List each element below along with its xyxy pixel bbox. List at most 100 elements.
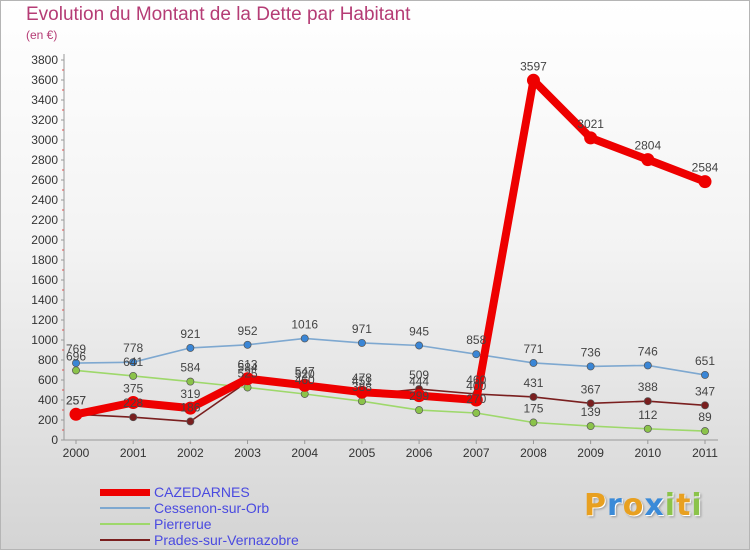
data-point-cessenon-sur-orb [529,358,538,367]
series-line-cazedarnes [72,76,709,419]
data-point-cazedarnes [241,372,255,386]
y-tick-label: 1400 [31,293,58,307]
data-point-prades-sur-vernazobre [129,413,138,422]
data-point-cazedarnes [698,175,712,189]
data-point-cazedarnes [183,401,197,415]
data-label-prades-sur-vernazobre: 520 [295,367,315,381]
data-point-cazedarnes [126,396,140,409]
data-label-pierrerue: 525 [238,367,258,381]
data-point-cazedarnes [355,385,369,399]
legend-label: Pierrerue [154,516,212,532]
y-tick-label: 1800 [31,253,58,267]
legend-item-pierrerue: Pierrerue [100,516,299,532]
data-point-cessenon-sur-orb [415,341,424,350]
x-tick-label: 2002 [177,446,204,460]
data-label-cazedarnes: 2804 [634,139,661,153]
data-point-pierrerue [701,427,709,436]
data-point-pierrerue [129,371,138,380]
logo-letter: t [676,488,692,523]
y-tick-label: 400 [38,393,58,407]
data-label-pierrerue: 270 [466,392,486,406]
data-label-cessenon-sur-orb: 921 [180,327,200,341]
legend-label: Cessenon-sur-Orb [154,500,270,516]
data-label-pierrerue: 112 [638,408,657,422]
y-tick-label: 2400 [31,193,58,207]
y-tick-label: 3000 [31,133,58,147]
y-tick-label: 3200 [31,113,58,127]
x-tick-label: 2009 [577,446,604,460]
data-point-cessenon-sur-orb [643,361,652,370]
data-label-cessenon-sur-orb: 971 [352,322,372,336]
series-line-pierrerue [75,369,706,432]
data-point-cazedarnes [526,73,540,87]
data-label-prades-sur-vernazobre: 347 [695,384,715,398]
series-line-cessenon-sur-orb [75,337,706,376]
logo-letter: o [622,488,645,523]
legend-item-cessenon: Cessenon-sur-Orb [100,500,299,516]
proxiti-logo: Proxiti [584,488,703,523]
y-tick-label: 800 [38,353,58,367]
x-tick-label: 2004 [291,446,318,460]
data-point-prades-sur-vernazobre [529,392,538,401]
x-tick-label: 2000 [63,446,90,460]
data-point-cessenon-sur-orb [586,362,595,371]
y-tick-label: 2200 [31,213,58,227]
data-label-prades-sur-vernazobre: 388 [638,380,658,394]
data-label-cazedarnes: 3597 [520,59,547,73]
y-tick-label: 3400 [31,93,58,107]
chart-subtitle: (en €) [26,28,58,42]
data-label-cazedarnes: 400 [466,379,486,393]
data-point-cazedarnes [298,378,312,392]
logo-letter: P [584,488,607,523]
legend-swatch-cazedarnes [100,488,150,496]
data-label-cessenon-sur-orb: 952 [238,324,258,338]
x-tick-label: 2010 [634,446,661,460]
x-tick-label: 2011 [692,446,718,460]
data-label-cazedarnes: 257 [66,393,86,407]
y-tick-label: 2800 [31,153,58,167]
y-tick-label: 2000 [31,233,58,247]
y-tick-label: 600 [38,373,58,387]
x-tick-label: 2007 [463,446,490,460]
data-label-pierrerue: 89 [698,410,712,424]
data-point-pierrerue [186,377,195,386]
data-label-cazedarnes: 375 [123,382,143,396]
legend-swatch-prades [100,539,150,541]
data-point-cessenon-sur-orb [300,334,309,343]
legend: CAZEDARNES Cessenon-sur-Orb Pierrerue Pr… [100,484,299,548]
data-point-cessenon-sur-orb [472,350,481,359]
data-label-pierrerue: 139 [581,405,601,419]
data-label-prades-sur-vernazobre: 186 [180,400,200,414]
data-point-prades-sur-vernazobre [186,417,195,426]
chart-title: Evolution du Montant de la Dette par Hab… [26,4,411,25]
series-line-prades-sur-vernazobre [75,380,706,423]
data-label-pierrerue: 696 [66,349,86,363]
data-label-pierrerue: 460 [295,373,315,387]
x-tick-label: 2006 [406,446,433,460]
data-label-pierrerue: 299 [409,389,429,403]
data-point-pierrerue [472,409,481,417]
y-tick-label: 3800 [31,53,58,67]
data-label-pierrerue: 175 [523,402,543,416]
data-label-cazedarnes: 547 [295,364,315,378]
data-point-cessenon-sur-orb [357,338,366,347]
data-label-cazedarnes: 478 [352,371,372,385]
data-point-cessenon-sur-orb [186,343,195,352]
data-label-cessenon-sur-orb: 1016 [291,317,318,331]
data-point-prades-sur-vernazobre [701,401,709,410]
logo-letter: i [691,488,703,523]
logo-letter: x [644,488,665,523]
x-tick-label: 2001 [120,446,147,460]
data-label-pierrerue: 388 [352,380,372,394]
logo-letter: r [607,488,623,523]
legend-label: Prades-sur-Vernazobre [154,532,299,548]
data-label-cessenon-sur-orb: 736 [581,345,601,359]
data-label-prades-sur-vernazobre: 431 [523,376,543,390]
data-label-pierrerue: 641 [123,355,143,369]
legend-item-cazedarnes: CAZEDARNES [100,484,299,500]
data-label-cessenon-sur-orb: 771 [523,342,543,356]
data-point-cazedarnes [584,131,598,145]
data-label-cessenon-sur-orb: 778 [123,341,143,355]
data-label-cazedarnes: 2584 [692,161,719,175]
